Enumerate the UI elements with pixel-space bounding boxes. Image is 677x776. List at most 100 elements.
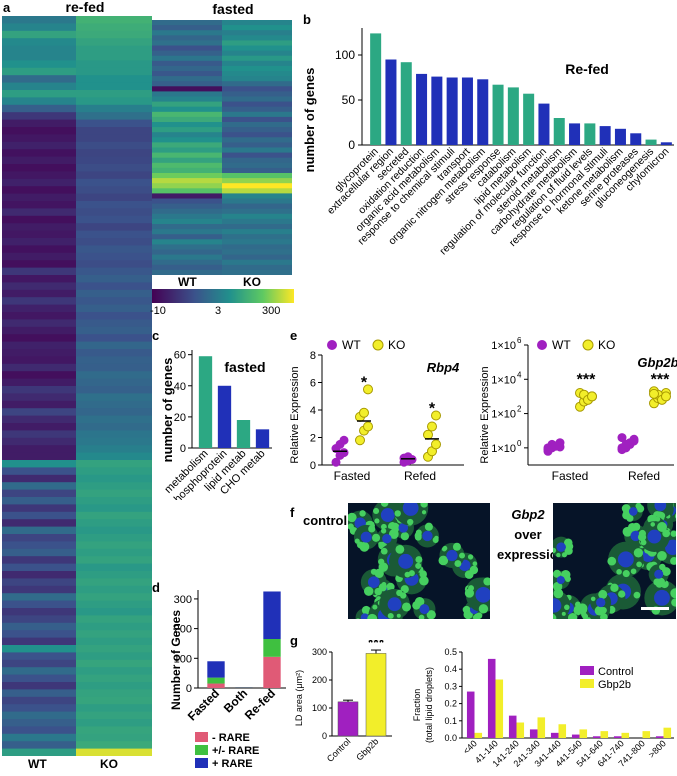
heatmap-cell [76, 460, 152, 468]
micrograph-lipid-droplet [348, 512, 357, 523]
refed-ko-label: KO [100, 757, 118, 771]
heatmap-cell [222, 198, 292, 205]
chart-e1-point-wt [403, 452, 413, 462]
heatmap-cell [76, 90, 152, 98]
heatmap-cell [152, 45, 222, 52]
heatmap-cell [152, 106, 222, 113]
micrograph-lipid-droplet [472, 561, 478, 566]
chart-e2-group-label: Refed [628, 469, 660, 483]
heatmap-cell [2, 171, 76, 180]
heatmap-cell [152, 208, 222, 215]
chart-b-bar [507, 87, 519, 145]
heatmap-cell [2, 112, 76, 121]
chart-e2-point-wt [543, 443, 553, 453]
heatmap-cell [152, 249, 222, 256]
heatmap-cell [2, 53, 76, 61]
micrograph-lipid-droplet [387, 612, 394, 619]
heatmap-cell [2, 238, 76, 246]
micrograph-lipid-droplet [553, 547, 557, 554]
chart-b-bar [599, 126, 611, 145]
heatmap-cell [152, 40, 222, 47]
micrograph-lipid-droplet [462, 605, 471, 614]
overexp-text-2: expression [497, 547, 566, 562]
heatmap-cell [152, 244, 222, 251]
heatmap-cell [222, 50, 292, 57]
chart-c-title: fasted [224, 359, 265, 375]
heatmap-cell [2, 408, 76, 417]
micrograph-nucleus [387, 597, 402, 612]
heatmap-cell [76, 30, 152, 39]
chart-g2-bar [516, 722, 525, 738]
micrograph-lipid-droplet [568, 613, 577, 619]
heatmap-cell [152, 264, 222, 271]
heatmap-cell [76, 637, 152, 646]
heatmap-cell [152, 173, 222, 179]
heatmap-cell [76, 437, 152, 446]
micrograph-lipid-droplet [637, 532, 647, 542]
heatmap-cell [76, 356, 152, 365]
heatmap-cell [2, 104, 76, 113]
chart-e2-ytick-label: 1×10 [491, 374, 516, 386]
heatmap-cell [222, 193, 292, 200]
overexpression-label: Gbp2 over expression [497, 505, 566, 565]
chart-e1-legend-wt-label: WT [342, 338, 361, 352]
micrograph-nucleus [422, 530, 433, 542]
heatmap-cell [152, 188, 222, 194]
heatmap-cell [76, 215, 152, 224]
micrograph-lipid-droplet [407, 518, 414, 526]
heatmap-cell [2, 645, 76, 653]
heatmap-cell [76, 171, 152, 180]
chart-d-legend-swatch [195, 745, 208, 755]
heatmap-cell [2, 304, 76, 313]
fasted-heatmap-title: fasted [212, 1, 254, 17]
chart-g2-bar [663, 727, 672, 738]
heatmap-cell [76, 223, 152, 232]
heatmap-cell [2, 208, 76, 217]
heatmap-cell [76, 349, 152, 357]
heatmap-cell [2, 67, 76, 76]
chart-b-bar [538, 103, 550, 145]
chart-d-bar-segment [263, 639, 281, 657]
heatmap-cell [2, 571, 76, 579]
chart-b-bar [446, 77, 458, 145]
heatmap-cell [2, 38, 76, 47]
panel-letter-a: a [3, 0, 11, 15]
chart-e2: Relative Expression Gbp2b 1×10 0 1×10 2 1×10… [478, 335, 677, 485]
heatmap-cell [2, 652, 76, 661]
chart-g1-ytick-label: 200 [312, 675, 327, 685]
chart-g1-ytick-label: 100 [312, 703, 327, 713]
heatmap-cell [76, 445, 152, 454]
heatmap-cell [152, 218, 222, 225]
panel-letter-c: c [152, 328, 160, 343]
heatmap-cell [222, 60, 292, 67]
heatmap-cell [152, 167, 222, 174]
micrograph-lipid-droplet [654, 516, 659, 521]
heatmap-cell [76, 60, 152, 69]
heatmap-cell [2, 548, 76, 557]
micrograph-lipid-droplet [483, 577, 490, 586]
chart-g2-category-label: <40 [461, 738, 479, 756]
heatmap-cell [2, 393, 76, 402]
heatmap-cell [152, 259, 222, 266]
heatmap-cell [76, 386, 152, 394]
chart-e2-point-wt [629, 434, 639, 444]
heatmap-cell [76, 519, 152, 528]
heatmap-cell [222, 91, 292, 98]
chart-g2-legend-swatch [580, 666, 594, 675]
scale-tick-mid: 3 [215, 305, 222, 317]
heatmap-cell [2, 193, 76, 202]
heatmap-cell [76, 326, 152, 335]
heatmap-cell [2, 748, 76, 756]
heatmap-cell [76, 548, 152, 557]
chart-b-ylabel: number of genes [302, 68, 317, 173]
chart-e2-ytick-exponent: 6 [517, 336, 522, 345]
heatmap-cell [2, 282, 76, 291]
chart-b-bar [630, 133, 642, 145]
chart-e1-group-label: Refed [404, 469, 436, 483]
chart-e1-legend-ko-marker [372, 339, 384, 351]
heatmap-cell [222, 132, 292, 138]
heatmap-cell [2, 60, 76, 69]
micrograph-lipid-droplet [590, 596, 596, 602]
heatmap-cell [152, 157, 222, 164]
heatmap-cell [2, 363, 76, 372]
